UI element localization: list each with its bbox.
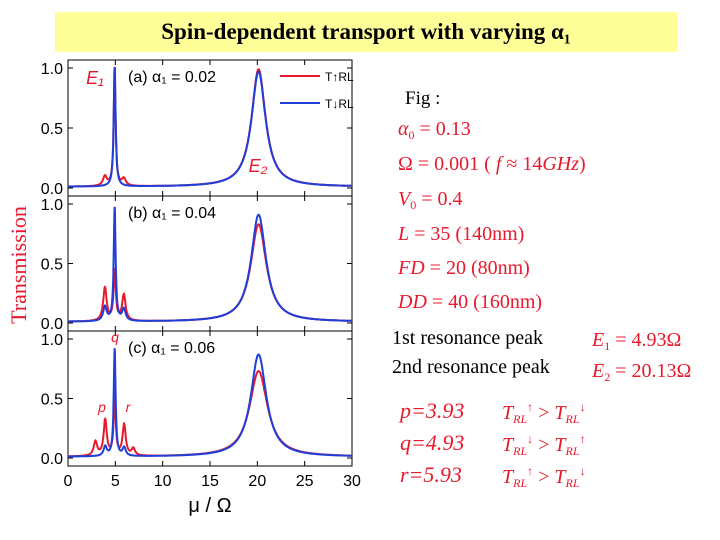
point-q-t-right: T	[554, 434, 566, 456]
point-q-arrow-down-icon: ↓	[527, 432, 534, 446]
resonance-1-number: = 4.93Ω	[615, 329, 682, 351]
point-p-relation: TRL↑ > TRL↓	[502, 400, 586, 427]
point-r-t-left: T	[502, 466, 514, 488]
point-q-t-left: T	[502, 434, 514, 456]
legend-item-up: T↑RL	[325, 70, 354, 84]
param-omega-ghz: GHz	[542, 153, 580, 175]
point-q-gt: >	[538, 434, 550, 456]
point-r-arrow-up-icon: ↑	[527, 464, 534, 478]
y-axis-label: Transmission	[6, 206, 31, 324]
page-title: Spin-dependent transport with varying α₁	[161, 19, 571, 44]
panel-1-series-1-line	[68, 206, 352, 323]
resonance-1-value: E1 = 4.93Ω	[592, 329, 681, 354]
point-p-t-left: T	[502, 402, 514, 424]
point-r-sub-right: RL	[565, 476, 580, 490]
annotation-e1: E₁	[86, 68, 104, 88]
point-q-relation: TRL↓ > TRL↑	[502, 432, 586, 459]
panel-1-ytick-label-1: 0.5	[41, 257, 63, 274]
point-p-arrow-up-icon: ↑	[527, 400, 534, 414]
panel-0-label: (a) α₁ = 0.02	[128, 69, 216, 86]
panel-2-ytick-label-0: 0.0	[41, 451, 63, 468]
param-alpha0: α0 = 0.13	[398, 118, 471, 143]
panel-2-xtick-label-1: 5	[111, 473, 120, 490]
point-r-relation: TRL↑ > TRL↓	[502, 464, 586, 491]
panel-1-ytick-label-0: 0.0	[41, 316, 63, 333]
resonance-2-label: 2nd resonance peak	[392, 356, 550, 378]
panel-2-xtick-label-4: 20	[248, 473, 266, 490]
point-q-label: q=4.93	[400, 430, 465, 455]
param-alpha0-sub: 0	[408, 128, 415, 142]
panel-2-label: (c) α₁ = 0.06	[128, 340, 215, 357]
point-p-gt: >	[538, 402, 550, 424]
param-L: L = 35 (140nm)	[398, 223, 524, 246]
panel-2-ytick-label-2: 1.0	[41, 332, 63, 349]
param-v0: V0 = 0.4	[398, 188, 463, 213]
param-FD: FD = 20 (80nm)	[398, 257, 530, 280]
annotation-p: p	[97, 399, 106, 415]
point-r-sub-left: RL	[513, 476, 528, 490]
resonance-2-sub: 2	[604, 370, 611, 384]
param-omega-approx: ≈ 14	[506, 153, 543, 175]
point-p-t-right: T	[554, 402, 566, 424]
panel-2-xtick-label-3: 15	[201, 473, 219, 490]
resonance-2-number: = 20.13Ω	[615, 360, 692, 382]
point-q-sub-right: RL	[565, 444, 580, 458]
param-omega-close: )	[579, 153, 586, 175]
panel-2-xtick-label-5: 25	[296, 473, 314, 490]
param-alpha0-value: = 0.13	[419, 118, 471, 140]
point-p-sub-left: RL	[513, 412, 528, 426]
resonance-2-value: E2 = 20.13Ω	[592, 360, 691, 385]
resonance-1-label: 1st resonance peak	[392, 327, 544, 349]
panel-0-ytick-label-2: 1.0	[41, 61, 63, 78]
param-v0-sub: 0	[410, 198, 417, 212]
fig-label: Fig :	[405, 88, 441, 109]
annotation-r: r	[126, 399, 132, 415]
param-L-value: = 35 (140nm)	[414, 223, 525, 245]
point-r-gt: >	[538, 466, 550, 488]
point-r-t-right: T	[554, 466, 566, 488]
point-r-arrow-down-icon: ↓	[579, 464, 586, 478]
title-banner: Spin-dependent transport with varying α₁	[55, 12, 677, 52]
param-L-symbol: L	[398, 223, 410, 245]
param-omega-f: f	[495, 153, 502, 175]
point-p-arrow-down-icon: ↓	[579, 400, 586, 414]
panel-0-ytick-label-0: 0.0	[41, 181, 63, 198]
annotation-q: q	[111, 329, 119, 345]
param-DD-symbol: DD	[398, 291, 427, 313]
param-omega-text: Ω = 0.001 (	[398, 153, 491, 175]
param-alpha0-symbol: α	[398, 118, 409, 140]
panel-2-series-1-line	[68, 348, 352, 458]
panel-0-ytick-label-1: 0.5	[41, 121, 63, 138]
point-q-arrow-up-icon: ↑	[579, 432, 586, 446]
panel-2-xtick-label-6: 30	[343, 473, 361, 490]
panel-1-label: (b) α₁ = 0.04	[128, 205, 216, 222]
param-FD-value: = 20 (80nm)	[429, 257, 530, 279]
resonance-2-symbol: E	[592, 360, 605, 382]
panel-1-ytick-label-2: 1.0	[41, 197, 63, 214]
param-DD-value: = 40 (160nm)	[431, 291, 543, 313]
param-DD: DD = 40 (160nm)	[398, 291, 542, 314]
point-r-label: r=5.93	[400, 462, 462, 487]
param-v0-symbol: V	[398, 188, 411, 210]
param-FD-symbol: FD	[398, 257, 425, 279]
resonance-1-symbol: E	[592, 329, 605, 351]
legend-item-down: T↓RL	[325, 97, 354, 111]
panel-2-xtick-label-2: 10	[154, 473, 172, 490]
panel-2-ytick-label-1: 0.5	[41, 392, 63, 409]
x-axis-label: μ / Ω	[188, 495, 231, 517]
param-v0-value: = 0.4	[421, 188, 463, 210]
annotation-e2: E₂	[249, 156, 268, 176]
panel-0-series-1-line	[68, 67, 352, 188]
resonance-1-sub: 1	[604, 339, 611, 353]
panel-2-xtick-label-0: 0	[64, 473, 73, 490]
point-p-label: p=3.93	[400, 398, 465, 423]
point-p-sub-right: RL	[565, 412, 580, 426]
point-q-sub-left: RL	[513, 444, 528, 458]
param-omega: Ω = 0.001 ( f ≈ 14GHz)	[398, 153, 586, 176]
